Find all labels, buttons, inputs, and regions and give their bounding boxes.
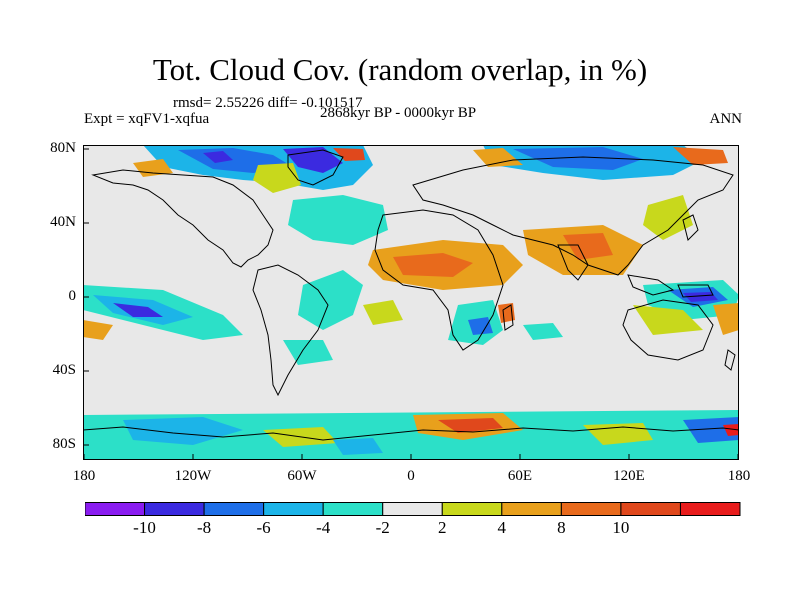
colorbar-label: -4 — [316, 518, 331, 537]
anomaly-patch — [298, 270, 363, 330]
lat-label-40n: 40N — [50, 214, 76, 230]
anomaly-patch — [253, 163, 301, 193]
colorbar-box — [620, 502, 681, 516]
period-text: 2868kyr BP - 0000kyr BP — [320, 105, 477, 121]
anomaly-patch — [683, 292, 718, 302]
colorbar-label: -2 — [375, 518, 390, 537]
lon-label-120e: 120E — [613, 468, 645, 484]
anomaly-patch — [673, 147, 728, 165]
lon-label-180w: 180 — [72, 468, 96, 484]
anomaly-patch — [333, 438, 383, 455]
anomaly-patch — [468, 317, 493, 335]
anomaly-patch — [393, 253, 473, 277]
anomaly-patch — [633, 305, 703, 335]
colorbar-label: 4 — [497, 518, 507, 537]
colorbar-box — [560, 502, 622, 516]
lon-label-60w: 60W — [287, 468, 317, 484]
coastline-africa — [374, 209, 504, 351]
coastline-south-america — [252, 264, 329, 397]
experiment-text: Expt = xqFV1-xqfua — [84, 111, 210, 127]
anomaly-patch — [438, 418, 503, 433]
anomaly-patch — [83, 410, 739, 460]
colorbar-label: -8 — [197, 518, 212, 537]
coastline-india — [557, 244, 589, 281]
anomaly-patch — [723, 424, 739, 436]
anomaly-patch — [363, 300, 403, 325]
colorbar-box — [85, 502, 146, 516]
anomaly-patch — [473, 148, 523, 167]
lat-label-80s: 80S — [52, 436, 76, 452]
colorbar-label: 10 — [612, 518, 630, 537]
colorbar — [85, 502, 741, 516]
coastline-new-guinea — [677, 284, 714, 298]
colorbar-box — [322, 502, 384, 516]
lat-label-40s: 40S — [52, 362, 76, 378]
coastlines — [83, 149, 739, 441]
anomaly-patch — [643, 195, 693, 240]
colorbar-label: -6 — [256, 518, 271, 537]
lon-label-180e: 180 — [727, 468, 751, 484]
anomaly-patch — [83, 320, 113, 340]
anomaly-patch — [203, 151, 233, 163]
anomaly-patch — [563, 233, 613, 260]
colorbar-label: 2 — [438, 518, 447, 537]
anomaly-fields — [83, 145, 739, 460]
lat-label-80n: 80N — [50, 140, 76, 156]
anomaly-patch — [513, 147, 643, 170]
coastline-indonesia — [627, 274, 675, 296]
stats-text: rmsd= 2.55226 diff= -0.101517 — [173, 95, 363, 111]
coastline-new-zealand — [724, 349, 736, 371]
coastline-australia — [622, 299, 714, 361]
colorbar-box — [679, 502, 741, 516]
anomaly-patch — [123, 417, 243, 445]
anomaly-patch — [283, 340, 333, 365]
map-title: Tot. Cloud Cov. (random overlap, in %) — [152, 52, 648, 87]
colorbar-box — [263, 502, 324, 516]
anomaly-patch — [713, 303, 739, 335]
coastline-eurasia — [412, 156, 734, 276]
colorbar-box — [203, 502, 265, 516]
coastline-antarctica — [83, 426, 739, 441]
anomaly-patch — [498, 303, 515, 323]
lon-label-120w: 120W — [174, 468, 212, 484]
coastline-madagascar — [502, 304, 514, 331]
lat-label-0: 0 — [68, 288, 77, 304]
coastline-japan — [682, 214, 699, 241]
anomaly-patch — [113, 303, 163, 317]
colorbar-boxes — [85, 502, 741, 516]
lon-label-60e: 60E — [507, 468, 533, 484]
anomaly-patch — [288, 195, 388, 245]
anomaly-patch — [683, 417, 739, 443]
colorbar-box — [382, 502, 443, 516]
tick-marks — [83, 148, 739, 460]
anomaly-patch — [523, 323, 563, 340]
season-label: ANN — [709, 111, 743, 127]
anomaly-patch — [333, 148, 365, 161]
lon-label-0: 0 — [407, 468, 415, 484]
coastline-north-america — [91, 169, 274, 268]
colorbar-box — [144, 502, 205, 516]
colorbar-box — [501, 502, 562, 516]
colorbar-label: 8 — [557, 518, 566, 537]
cloud-cover-map — [83, 145, 739, 460]
colorbar-label: -10 — [133, 518, 156, 537]
colorbar-box — [441, 502, 503, 516]
coastline-greenland — [287, 149, 344, 186]
